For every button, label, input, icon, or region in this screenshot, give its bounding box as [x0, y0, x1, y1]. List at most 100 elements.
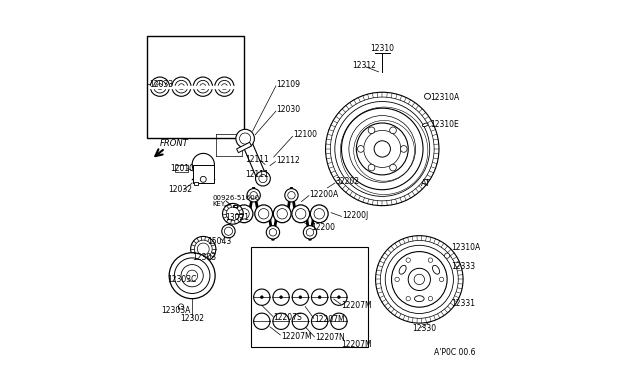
Text: 12207N: 12207N — [315, 333, 345, 343]
Text: 12303A: 12303A — [161, 306, 191, 315]
Circle shape — [395, 277, 399, 282]
Text: 12207M: 12207M — [281, 331, 312, 341]
Text: 00926-51600: 00926-51600 — [212, 195, 260, 201]
Circle shape — [172, 77, 191, 96]
Circle shape — [406, 258, 410, 262]
Bar — [175, 165, 188, 172]
Circle shape — [288, 192, 295, 199]
Text: 12330: 12330 — [412, 324, 436, 333]
Text: 12207S: 12207S — [274, 313, 303, 322]
Text: 12109: 12109 — [276, 80, 301, 89]
Ellipse shape — [415, 296, 424, 302]
Circle shape — [239, 133, 251, 144]
Polygon shape — [237, 142, 252, 153]
Circle shape — [285, 189, 298, 202]
Circle shape — [428, 296, 433, 301]
Circle shape — [299, 296, 302, 299]
Circle shape — [181, 264, 204, 287]
Text: 12310: 12310 — [371, 44, 394, 53]
Text: 12200J: 12200J — [342, 211, 369, 220]
Circle shape — [335, 102, 429, 196]
Circle shape — [408, 268, 431, 291]
Text: 13021: 13021 — [225, 213, 249, 222]
Circle shape — [280, 296, 283, 299]
Circle shape — [174, 258, 210, 294]
Circle shape — [236, 129, 255, 148]
Circle shape — [314, 209, 324, 219]
Circle shape — [175, 80, 188, 93]
Circle shape — [374, 141, 390, 157]
Circle shape — [337, 296, 340, 299]
Circle shape — [326, 92, 439, 206]
Circle shape — [150, 77, 170, 96]
Text: 12207M: 12207M — [314, 315, 345, 324]
Bar — [233, 205, 237, 207]
Circle shape — [179, 304, 184, 309]
Circle shape — [414, 274, 424, 285]
Text: 12111: 12111 — [245, 155, 269, 164]
Text: 12310E: 12310E — [431, 121, 459, 129]
Polygon shape — [241, 135, 266, 182]
Circle shape — [296, 209, 306, 219]
Circle shape — [330, 97, 434, 201]
Text: 12310A: 12310A — [452, 243, 481, 251]
Circle shape — [197, 243, 209, 255]
Circle shape — [303, 226, 317, 239]
Text: 15043: 15043 — [207, 237, 231, 246]
Circle shape — [445, 253, 450, 258]
Circle shape — [225, 227, 232, 235]
Circle shape — [401, 145, 407, 152]
Text: 12207M: 12207M — [342, 301, 372, 310]
Text: 12312: 12312 — [353, 61, 376, 70]
Circle shape — [218, 80, 230, 93]
Bar — [147, 36, 244, 138]
Text: 12030: 12030 — [276, 105, 301, 114]
Circle shape — [255, 171, 270, 186]
Circle shape — [310, 205, 328, 223]
Circle shape — [428, 258, 433, 262]
Text: 12010: 12010 — [170, 164, 194, 173]
Text: KEY: KEY — [212, 201, 226, 207]
Circle shape — [157, 84, 163, 90]
Circle shape — [292, 205, 310, 223]
Text: 12207M: 12207M — [342, 340, 372, 349]
Polygon shape — [194, 182, 198, 185]
Circle shape — [195, 240, 212, 258]
Circle shape — [222, 225, 235, 238]
Circle shape — [356, 123, 408, 175]
Circle shape — [154, 80, 166, 93]
Circle shape — [259, 209, 269, 219]
Circle shape — [390, 127, 396, 134]
Circle shape — [357, 145, 364, 152]
Circle shape — [368, 164, 375, 171]
Text: 32202: 32202 — [335, 177, 360, 186]
Circle shape — [406, 296, 410, 301]
Text: 12111: 12111 — [245, 170, 269, 179]
Text: 12310A: 12310A — [431, 93, 460, 102]
Ellipse shape — [433, 265, 440, 274]
Circle shape — [380, 240, 458, 318]
Circle shape — [376, 235, 463, 323]
Circle shape — [424, 93, 431, 99]
Circle shape — [266, 226, 280, 239]
Circle shape — [223, 203, 243, 224]
Circle shape — [273, 205, 291, 223]
Circle shape — [179, 84, 184, 90]
Circle shape — [200, 176, 206, 182]
Circle shape — [196, 80, 209, 93]
Circle shape — [364, 131, 401, 167]
Circle shape — [349, 116, 415, 182]
Circle shape — [368, 127, 375, 134]
Circle shape — [226, 207, 239, 221]
Text: AT: AT — [421, 179, 431, 187]
Circle shape — [255, 205, 273, 223]
Circle shape — [260, 296, 263, 299]
Circle shape — [191, 236, 216, 262]
Circle shape — [221, 84, 227, 90]
Circle shape — [277, 209, 287, 219]
Text: 12331: 12331 — [452, 299, 476, 308]
Bar — [252, 247, 368, 347]
Circle shape — [187, 270, 198, 281]
Text: 12302: 12302 — [180, 314, 204, 323]
Circle shape — [235, 205, 253, 223]
